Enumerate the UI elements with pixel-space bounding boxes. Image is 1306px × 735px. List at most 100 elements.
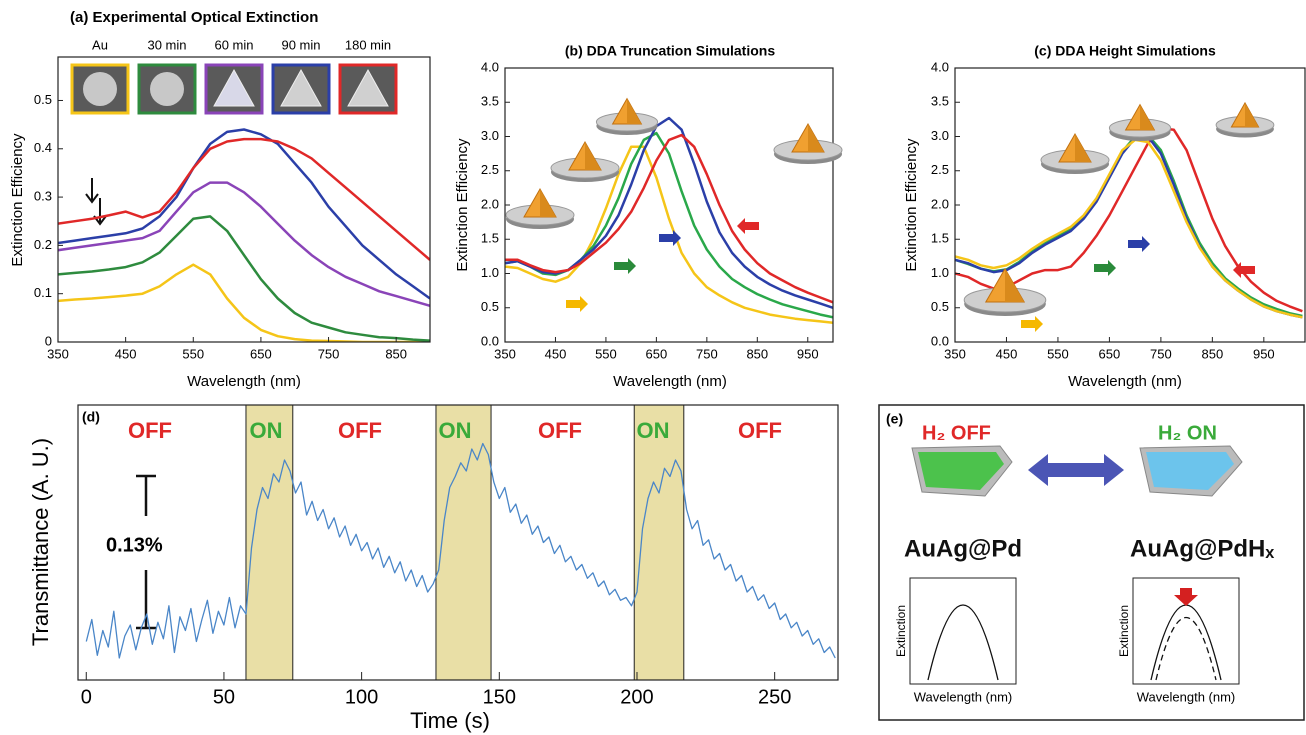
x-tick-label: 550 bbox=[182, 346, 204, 361]
series-line bbox=[58, 128, 430, 300]
mini-x-label: Wavelength (nm) bbox=[1137, 689, 1236, 704]
pyramid-face bbox=[1075, 134, 1091, 162]
y-tick-label: 0.0 bbox=[481, 333, 499, 348]
series-line bbox=[505, 145, 833, 325]
x-tick-label: 350 bbox=[494, 346, 516, 361]
indicator-arrow bbox=[737, 218, 759, 234]
x-axis-label: Wavelength (nm) bbox=[1068, 373, 1182, 390]
x-tick-label: 650 bbox=[1099, 346, 1121, 361]
state-annotation: ON bbox=[250, 418, 283, 443]
state-annotation: OFF bbox=[128, 418, 172, 443]
state-annotation: OFF bbox=[338, 418, 382, 443]
y-tick-label: 3.0 bbox=[931, 128, 949, 143]
chart-title: (b) DDA Truncation Simulations bbox=[565, 43, 775, 59]
mini-curve bbox=[927, 604, 999, 681]
y-tick-label: 2.0 bbox=[481, 196, 499, 211]
mini-x-label: Wavelength (nm) bbox=[914, 689, 1013, 704]
legend-label: 60 min bbox=[214, 37, 253, 52]
panel-e-frame bbox=[878, 404, 1305, 721]
plot-frame bbox=[77, 404, 839, 681]
y-tick-label: 2.5 bbox=[931, 162, 949, 177]
x-tick-label: 650 bbox=[250, 346, 272, 361]
x-axis-label: Wavelength (nm) bbox=[613, 373, 727, 390]
y-tick-label: 3.0 bbox=[481, 128, 499, 143]
y-tick-label: 0.5 bbox=[481, 299, 499, 314]
state-annotation: ON bbox=[637, 418, 670, 443]
mini-plot-left bbox=[909, 577, 1017, 685]
series-line bbox=[85, 442, 836, 659]
x-tick-label: 350 bbox=[47, 346, 69, 361]
legend-particle bbox=[347, 68, 389, 107]
indicator-arrow bbox=[1128, 236, 1150, 252]
pyramid-face bbox=[1005, 268, 1025, 302]
y-axis-label: Extinction Efficiency bbox=[903, 138, 920, 272]
panel-label: (e) bbox=[886, 411, 903, 427]
x-axis-label: Time (s) bbox=[410, 708, 490, 733]
legend-particle bbox=[83, 72, 117, 106]
down-arrow bbox=[1174, 588, 1198, 606]
pyramid-face bbox=[1245, 102, 1259, 127]
x-tick-label: 450 bbox=[545, 346, 567, 361]
y-axis-label: Extinction Efficiency bbox=[454, 138, 471, 272]
shaded-region bbox=[245, 404, 294, 681]
y-tick-label: 0.0 bbox=[931, 333, 949, 348]
particle-off-fill bbox=[918, 452, 1004, 490]
indicator-arrow bbox=[614, 258, 636, 274]
y-tick-label: 0.4 bbox=[34, 140, 52, 155]
x-tick-label: 550 bbox=[1047, 346, 1069, 361]
y-axis-label: Extinction Efficiency bbox=[9, 133, 26, 267]
legend-particle bbox=[150, 72, 184, 106]
legend-label: Au bbox=[92, 37, 108, 52]
x-tick-label: 350 bbox=[944, 346, 966, 361]
indicator-arrow bbox=[1094, 260, 1116, 276]
x-tick-label: 50 bbox=[213, 686, 235, 708]
material-label: AuAg@PdHₓ bbox=[1130, 535, 1274, 562]
shaded-region bbox=[633, 404, 685, 681]
x-tick-label: 750 bbox=[1150, 346, 1172, 361]
y-tick-label: 3.5 bbox=[931, 94, 949, 109]
legend-label: 30 min bbox=[147, 37, 186, 52]
pyramid-face bbox=[808, 124, 824, 152]
scale-label: 0.13% bbox=[106, 534, 163, 556]
chart-title: (c) DDA Height Simulations bbox=[1034, 43, 1216, 59]
legend-particle bbox=[213, 68, 255, 107]
y-tick-label: 0 bbox=[45, 333, 52, 348]
x-axis-label: Wavelength (nm) bbox=[187, 373, 301, 390]
y-tick-label: 1.5 bbox=[931, 231, 949, 246]
series-line bbox=[58, 263, 430, 342]
pyramid-face bbox=[540, 189, 556, 217]
x-tick-label: 750 bbox=[696, 346, 718, 361]
legend-label: 90 min bbox=[281, 37, 320, 52]
material-label: AuAg@Pd bbox=[904, 535, 1022, 562]
y-tick-label: 1.0 bbox=[931, 265, 949, 280]
y-tick-label: 0.1 bbox=[34, 285, 52, 300]
y-tick-label: 0.5 bbox=[931, 299, 949, 314]
series-line bbox=[58, 181, 430, 308]
indicator-arrow bbox=[566, 296, 588, 312]
plot-frame bbox=[57, 56, 431, 343]
y-tick-label: 1.5 bbox=[481, 231, 499, 246]
series-line bbox=[955, 138, 1303, 319]
state-annotation: ON bbox=[439, 418, 472, 443]
state-label: H₂ OFF bbox=[922, 422, 991, 444]
y-tick-label: 1.0 bbox=[481, 265, 499, 280]
pyramid-face bbox=[1140, 104, 1155, 130]
x-tick-label: 650 bbox=[646, 346, 668, 361]
pointer-arrow bbox=[85, 178, 99, 204]
pyramid-face bbox=[585, 142, 601, 170]
x-tick-label: 950 bbox=[1253, 346, 1275, 361]
panel-label: (d) bbox=[82, 409, 100, 425]
y-tick-label: 0.3 bbox=[34, 189, 52, 204]
legend-particle bbox=[280, 68, 322, 107]
y-tick-label: 2.0 bbox=[931, 196, 949, 211]
y-tick-label: 3.5 bbox=[481, 94, 499, 109]
x-tick-label: 850 bbox=[1202, 346, 1224, 361]
x-tick-label: 550 bbox=[595, 346, 617, 361]
indicator-arrow bbox=[659, 230, 681, 246]
particle-on-fill bbox=[1146, 452, 1234, 490]
state-annotation: OFF bbox=[738, 418, 782, 443]
series-line bbox=[58, 215, 430, 342]
double-arrow bbox=[1028, 454, 1124, 486]
y-tick-label: 4.0 bbox=[931, 59, 949, 74]
